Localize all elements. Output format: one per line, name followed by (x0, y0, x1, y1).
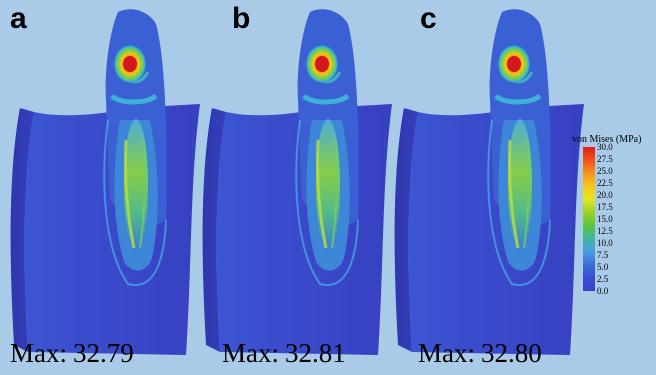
legend-tick: 27.5 (597, 154, 613, 164)
legend-tick: 30.0 (597, 142, 613, 152)
model-panel-b (203, 9, 392, 355)
max-prefix-c: Max: (418, 338, 475, 368)
legend-tick: 7.5 (597, 250, 609, 260)
max-label-b: Max: 32.81 (222, 338, 346, 369)
legend-tick: 17.5 (597, 202, 613, 212)
legend-tick: 10.0 (597, 238, 613, 248)
legend-tick: 20.0 (597, 190, 613, 200)
legend-tick: 12.5 (597, 226, 613, 236)
legend-tick: 0.0 (597, 286, 609, 296)
max-value-c: 32.80 (481, 338, 542, 368)
legend-tick: 5.0 (597, 262, 609, 272)
panel-letter-a: a (10, 2, 27, 35)
max-prefix-b: Max: (222, 338, 279, 368)
legend-title: von Mises (MPa) (572, 134, 642, 145)
legend-tick: 22.5 (597, 178, 613, 188)
model-panel-a (11, 9, 200, 355)
max-value-b: 32.81 (285, 338, 346, 368)
max-prefix-a: Max: (10, 338, 67, 368)
max-label-a: Max: 32.79 (10, 338, 134, 369)
color-scale-bar (583, 147, 595, 291)
legend-tick: 15.0 (597, 214, 613, 224)
max-value-a: 32.79 (73, 338, 134, 368)
max-label-c: Max: 32.80 (418, 338, 542, 369)
legend-tick: 25.0 (597, 166, 613, 176)
panel-letter-c: c (420, 2, 437, 35)
panel-letter-b: b (232, 2, 251, 35)
model-panel-c (395, 9, 584, 355)
legend-tick: 2.5 (597, 274, 609, 284)
